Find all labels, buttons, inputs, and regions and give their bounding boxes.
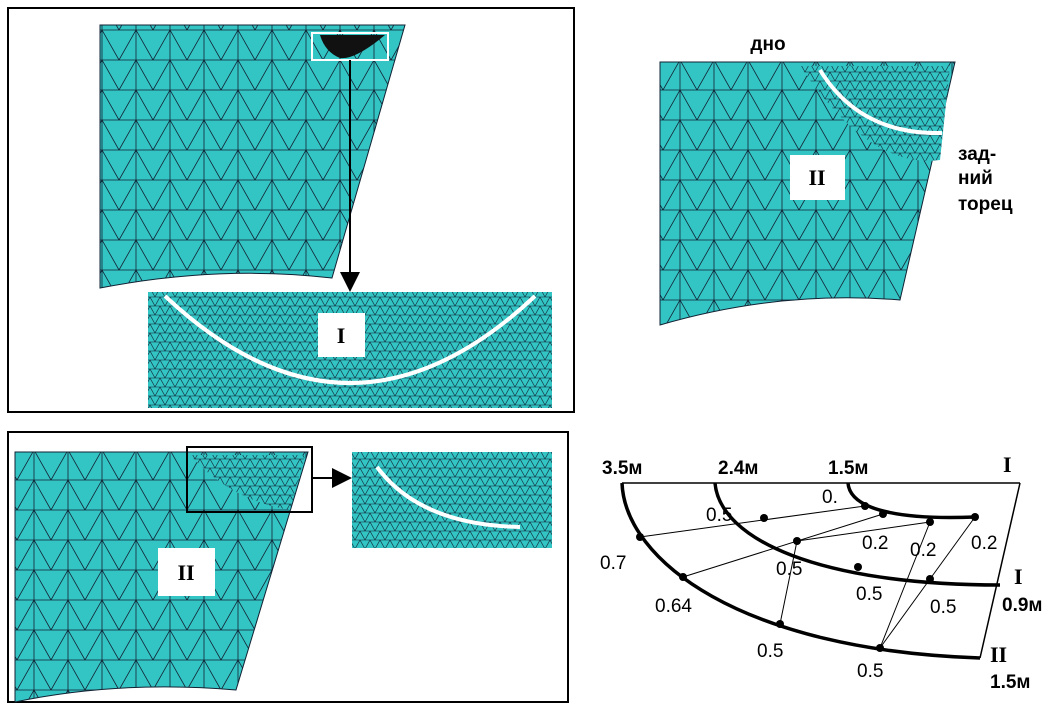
zoom-label: I (337, 323, 346, 348)
zoom-label: II (177, 560, 194, 585)
section-mark: I (1003, 452, 1012, 477)
value-label: 0.2 (862, 533, 888, 554)
section-depth: 1.5м (990, 672, 1030, 693)
value-label: 0.7 (600, 553, 626, 574)
figure: I дно II зад- ний торец II 3.5м 2.4м 1.5… (0, 0, 1061, 710)
value-label: 0. (822, 487, 838, 508)
arc-label: 1.5м (828, 458, 868, 479)
value-label: 0.64 (655, 596, 692, 617)
section-mark: I (1014, 564, 1023, 589)
value-label: 0.2 (910, 540, 936, 561)
arc-label: 3.5м (602, 458, 642, 479)
section-mark: II (990, 642, 1007, 667)
mesh-body (100, 25, 405, 288)
value-label: 0.5 (776, 559, 802, 580)
zoom-mesh (352, 452, 552, 548)
value-label: 0.5 (757, 641, 783, 662)
value-label: 0.5 (930, 597, 956, 618)
value-label: 0.2 (971, 533, 997, 554)
side-caption: зад- (958, 144, 996, 165)
section-depth: 0.9м (1002, 595, 1042, 616)
zoom-label: II (808, 165, 825, 190)
side-caption: торец (958, 194, 1013, 215)
value-label: 0.5 (706, 505, 732, 526)
side-caption: ний (958, 168, 993, 189)
diagram-points (636, 502, 979, 652)
value-label: 0.5 (856, 584, 882, 605)
page: I дно II зад- ний торец II 3.5м 2.4м 1.5… (0, 0, 1061, 710)
value-label: 0.5 (857, 661, 883, 682)
arc-label: 2.4м (718, 458, 758, 479)
diagram-lines (622, 483, 1020, 658)
bottom-caption: дно (750, 34, 785, 55)
